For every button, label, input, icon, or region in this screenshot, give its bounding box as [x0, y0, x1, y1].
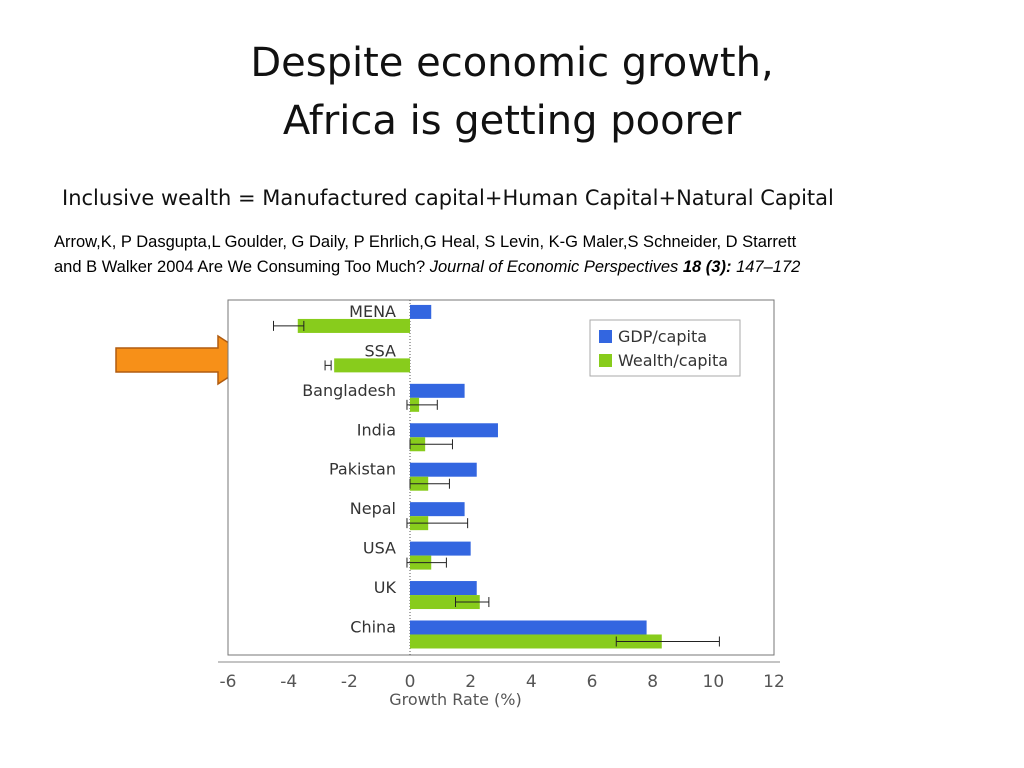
category-label: USA: [363, 539, 396, 558]
bar-gdp: [410, 620, 647, 635]
category-label: SSA: [364, 341, 396, 360]
x-tick-label: -6: [220, 672, 237, 692]
x-tick-label: 12: [763, 672, 785, 692]
legend-swatch-wealth: [599, 354, 612, 367]
citation-journal: Journal of Economic Perspectives: [429, 258, 679, 276]
category-label: India: [357, 420, 396, 439]
bar-wealth: [297, 318, 410, 333]
growth-chart: -6 -4 -2 0 2 4 6 8 10 12 Growth Rate (%) MENA SSA Ban…: [218, 299, 785, 709]
x-tick-label: 10: [703, 672, 725, 692]
slide-title: Despite economic growth, Africa is getti…: [0, 34, 1024, 150]
bar-gdp: [410, 383, 465, 398]
category-label: China: [350, 617, 396, 636]
citation-authors-1: Arrow,K, P Dasgupta,L Goulder, G Daily, …: [54, 233, 797, 251]
category-label: Bangladesh: [302, 381, 396, 400]
title-line-1: Despite economic growth,: [250, 40, 774, 86]
legend-label-wealth: Wealth/capita: [618, 351, 728, 370]
legend-label-gdp: GDP/capita: [618, 327, 707, 346]
x-tick-label: 2: [465, 672, 476, 692]
slide-subtitle: Inclusive wealth = Manufactured capital+…: [62, 186, 834, 210]
bar-wealth: [410, 634, 662, 649]
citation-pages: 147–172: [736, 258, 801, 276]
citation-volume: 18 (3):: [682, 258, 732, 276]
citation: Arrow,K, P Dasgupta,L Goulder, G Daily, …: [54, 230, 984, 280]
category-label: UK: [374, 578, 397, 597]
legend-box: [589, 319, 741, 377]
category-label: MENA: [349, 302, 396, 321]
bar-gdp: [410, 502, 465, 517]
bar-gdp: [410, 581, 477, 596]
x-tick-label: -2: [341, 672, 358, 692]
bar-gdp: [410, 462, 477, 477]
bar-gdp: [410, 423, 498, 438]
citation-authors-2: and B Walker 2004 Are We Consuming Too M…: [54, 258, 426, 276]
category-label: Pakistan: [329, 460, 396, 479]
x-tick-label: 8: [647, 672, 658, 692]
x-tick-label: -4: [280, 672, 297, 692]
category-label: Nepal: [350, 499, 396, 518]
legend-swatch-gdp: [599, 330, 612, 343]
x-tick-label: 6: [587, 672, 598, 692]
x-tick-label: 0: [405, 672, 416, 692]
title-line-2: Africa is getting poorer: [282, 98, 742, 144]
x-axis-label: Growth Rate (%): [389, 690, 521, 709]
bar-gdp: [410, 541, 471, 556]
bar-gdp: [410, 304, 432, 319]
bar-wealth: [334, 358, 410, 373]
bar-wealth: [410, 595, 480, 610]
x-tick-label: 4: [526, 672, 537, 692]
